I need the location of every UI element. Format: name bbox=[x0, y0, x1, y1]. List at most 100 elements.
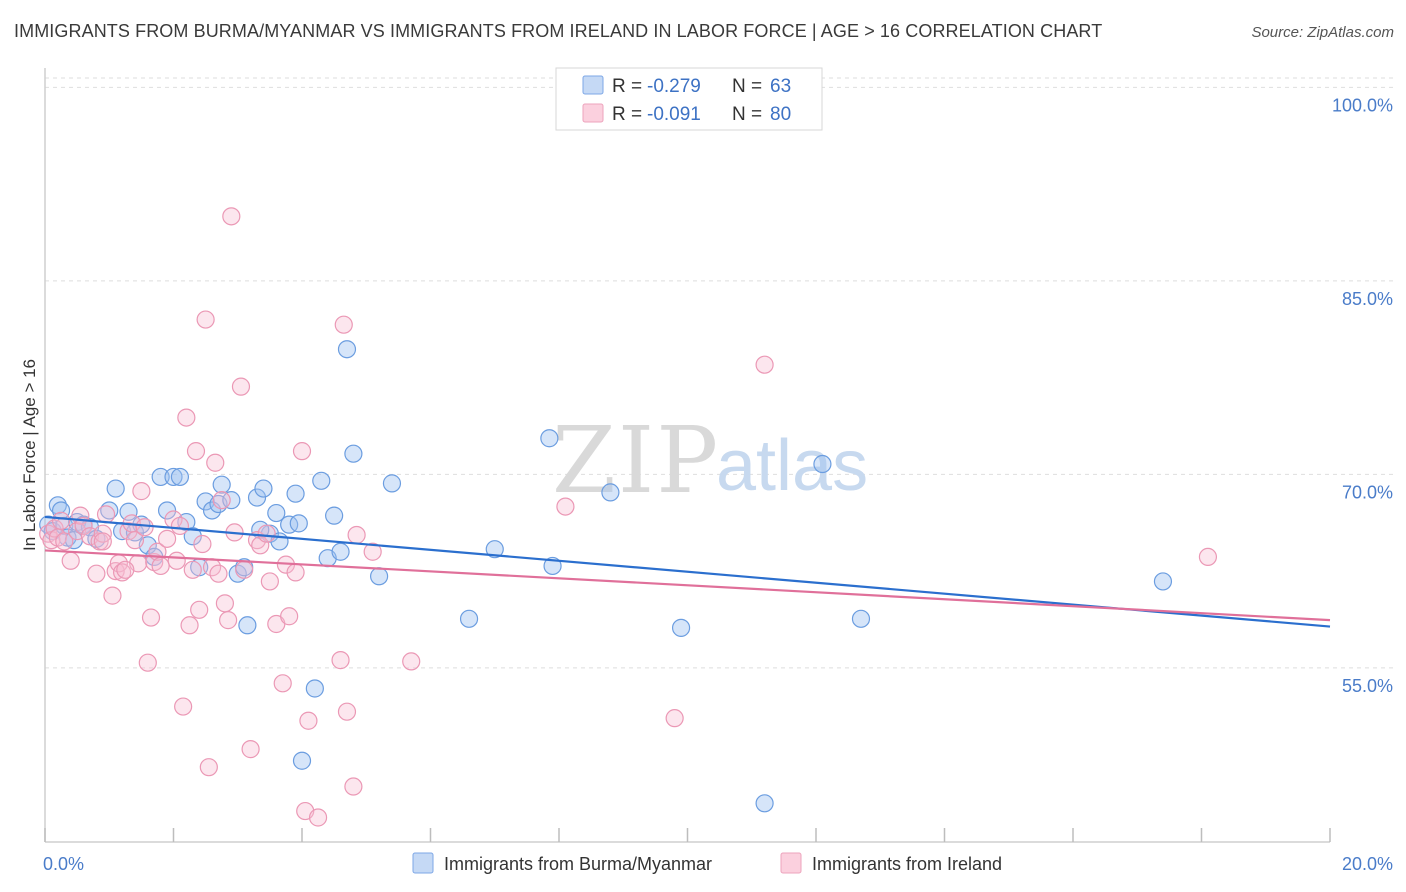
burma-point-12 bbox=[106, 479, 125, 498]
legend-n-value-1: 63 bbox=[770, 76, 791, 97]
trend-line-ireland bbox=[44, 549, 1331, 622]
burma-point-2 bbox=[48, 496, 67, 515]
burma-point-48 bbox=[344, 444, 363, 463]
x-tick-label-1: 20.0% bbox=[1342, 854, 1393, 874]
ireland-point-44 bbox=[209, 564, 228, 583]
ireland-point-17 bbox=[112, 563, 132, 582]
ireland-point-69 bbox=[363, 542, 382, 561]
ireland-point-53 bbox=[251, 536, 270, 555]
burma-point-21 bbox=[164, 467, 183, 487]
grid-lines bbox=[45, 77, 1393, 669]
burma-point-52 bbox=[459, 609, 479, 628]
burma-point-34 bbox=[247, 488, 267, 507]
ireland-point-31 bbox=[167, 551, 186, 570]
y-tick-label-1: 70.0% bbox=[1342, 482, 1393, 502]
bottom-legend-swatch-ireland bbox=[780, 852, 802, 874]
burma-point-33 bbox=[238, 616, 257, 635]
ireland-point-63 bbox=[308, 808, 328, 827]
ireland-point-24 bbox=[138, 653, 157, 672]
ireland-point-46 bbox=[219, 611, 238, 630]
ireland-point-67 bbox=[344, 777, 363, 796]
ireland-point-35 bbox=[180, 616, 199, 635]
burma-point-44 bbox=[312, 471, 331, 490]
burma-point-49 bbox=[337, 340, 357, 359]
ireland-point-51 bbox=[241, 740, 260, 759]
ireland-point-62 bbox=[299, 711, 318, 730]
ireland-point-8 bbox=[74, 516, 93, 536]
y-tick-label-3: 100.0% bbox=[1332, 95, 1393, 115]
burma-point-41 bbox=[289, 514, 308, 533]
chart-title: IMMIGRANTS FROM BURMA/MYANMAR VS IMMIGRA… bbox=[14, 21, 1103, 41]
burma-point-19 bbox=[151, 467, 170, 487]
y-axis-label: In Labor Force | Age > 16 bbox=[20, 359, 39, 551]
ireland-point-68 bbox=[347, 525, 366, 545]
burma-point-55 bbox=[540, 429, 559, 448]
ireland-point-71 bbox=[556, 497, 575, 516]
ireland-point-32 bbox=[170, 516, 190, 536]
ireland-point-39 bbox=[193, 534, 212, 554]
ireland-point-55 bbox=[260, 572, 279, 591]
ireland-point-29 bbox=[157, 529, 177, 548]
ireland-point-60 bbox=[292, 442, 312, 461]
burma-point-37 bbox=[267, 503, 286, 523]
ireland-point-34 bbox=[177, 408, 196, 427]
ireland-point-4 bbox=[55, 532, 74, 551]
burma-point-51 bbox=[382, 474, 402, 493]
series-ireland-points bbox=[39, 207, 1218, 827]
source-credit: Source: ZipAtlas.com bbox=[1251, 24, 1394, 41]
axes bbox=[44, 68, 1331, 843]
ireland-point-79 bbox=[286, 563, 305, 582]
legend-r-label-2: R = bbox=[612, 104, 642, 125]
ireland-point-47 bbox=[222, 207, 241, 226]
y-tick-label-2: 85.0% bbox=[1342, 289, 1393, 309]
burma-point-39 bbox=[280, 515, 299, 534]
burma-point-46 bbox=[325, 506, 344, 525]
legend-n-label-2: N = bbox=[732, 104, 762, 125]
watermark: ZIP atlas bbox=[552, 407, 868, 514]
watermark-zip: ZIP bbox=[552, 407, 720, 514]
ireland-point-23 bbox=[135, 518, 154, 537]
legend-n-value-2: 80 bbox=[770, 104, 791, 125]
ireland-point-74 bbox=[1198, 547, 1218, 567]
ireland-point-43 bbox=[206, 453, 225, 472]
ireland-point-22 bbox=[132, 482, 151, 501]
burma-point-29 bbox=[212, 475, 231, 494]
legend-swatch-ireland bbox=[582, 103, 604, 123]
ireland-point-75 bbox=[51, 511, 71, 530]
legend-r-label-1: R = bbox=[612, 76, 642, 97]
bottom-legend-label-ireland: Immigrants from Ireland bbox=[812, 854, 1002, 874]
ireland-point-38 bbox=[190, 600, 209, 619]
burma-point-35 bbox=[254, 479, 273, 498]
ireland-point-33 bbox=[174, 697, 193, 716]
burma-point-58 bbox=[755, 794, 774, 813]
burma-point-40 bbox=[286, 484, 305, 503]
burma-point-20 bbox=[157, 501, 177, 520]
ireland-point-50 bbox=[235, 560, 254, 579]
burma-point-59 bbox=[813, 454, 832, 474]
ireland-point-41 bbox=[199, 758, 218, 777]
legend-swatch-burma bbox=[582, 75, 604, 95]
burma-point-61 bbox=[1153, 572, 1173, 591]
burma-point-56 bbox=[601, 483, 620, 502]
ireland-point-36 bbox=[183, 560, 202, 579]
bottom-legend: Immigrants from Burma/Myanmar Immigrants… bbox=[412, 852, 1002, 874]
ireland-point-20 bbox=[125, 531, 145, 550]
legend-r-value-1: -0.279 bbox=[647, 76, 701, 97]
ireland-point-25 bbox=[141, 608, 161, 627]
watermark-atlas: atlas bbox=[716, 426, 868, 506]
ireland-point-73 bbox=[755, 355, 774, 374]
x-tick-label-0: 0.0% bbox=[43, 854, 84, 874]
burma-point-30 bbox=[222, 491, 241, 510]
ireland-point-40 bbox=[196, 310, 215, 329]
ireland-point-12 bbox=[93, 524, 112, 543]
ireland-point-66 bbox=[337, 702, 357, 721]
burma-point-42 bbox=[292, 751, 312, 770]
ireland-point-10 bbox=[87, 564, 106, 583]
ireland-point-37 bbox=[186, 442, 206, 461]
ireland-point-77 bbox=[116, 560, 135, 579]
y-tick-labels: 55.0% 70.0% 85.0% 100.0% bbox=[1332, 95, 1393, 695]
burma-point-53 bbox=[485, 540, 504, 559]
ireland-point-59 bbox=[280, 607, 299, 626]
legend-box: R = -0.279 N = 63 R = -0.091 N = 80 bbox=[555, 67, 823, 131]
